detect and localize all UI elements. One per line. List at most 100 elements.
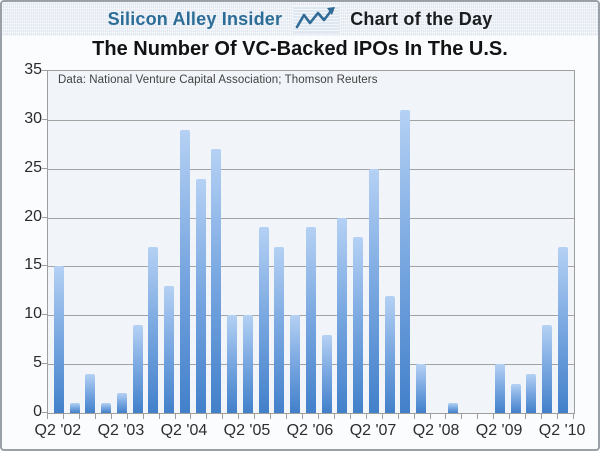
x-axis-tick bbox=[142, 414, 144, 419]
x-axis-tick bbox=[286, 414, 288, 419]
x-axis-tick bbox=[413, 414, 415, 419]
gridline bbox=[48, 119, 574, 121]
bar-q4-04 bbox=[211, 149, 222, 413]
bar-q4-09 bbox=[526, 373, 537, 413]
bar-q4-05 bbox=[274, 246, 285, 413]
bar-q3-05 bbox=[258, 227, 269, 413]
bar-q1-07 bbox=[353, 237, 364, 413]
x-axis-tick bbox=[333, 414, 335, 419]
bar-q3-09 bbox=[510, 383, 521, 413]
x-axis-label: Q2 '02 bbox=[34, 422, 82, 439]
x-axis-tick bbox=[365, 414, 367, 419]
x-axis-label: Q2 '08 bbox=[412, 422, 460, 439]
y-axis-label: 0 bbox=[33, 403, 42, 420]
bar-q3-06 bbox=[321, 334, 332, 413]
x-axis-tick bbox=[62, 414, 64, 419]
bar-q2-10 bbox=[557, 246, 568, 413]
bar-q1-05 bbox=[227, 315, 238, 413]
x-axis-label: Q2 '09 bbox=[475, 422, 523, 439]
x-axis-tick bbox=[429, 414, 431, 419]
line-chart-icon bbox=[293, 5, 340, 33]
x-axis-tick bbox=[238, 414, 240, 419]
y-axis-label: 10 bbox=[24, 305, 42, 323]
x-axis-tick bbox=[302, 414, 304, 419]
bar-q1-03 bbox=[101, 403, 112, 413]
bar-q2-05 bbox=[242, 315, 253, 413]
bar-q4-03 bbox=[148, 246, 159, 413]
source-note: Data: National Venture Capital Associati… bbox=[58, 74, 378, 86]
bar-q1-08 bbox=[416, 364, 427, 413]
x-axis-label: Q2 '05 bbox=[223, 422, 271, 439]
bar-q3-08 bbox=[447, 403, 458, 413]
x-axis-tick bbox=[254, 414, 256, 419]
x-axis-tick bbox=[557, 414, 559, 419]
y-axis-label: 25 bbox=[24, 158, 42, 176]
y-axis-tick bbox=[42, 412, 47, 413]
bar-q1-04 bbox=[164, 285, 175, 413]
x-axis-tick bbox=[94, 414, 96, 419]
x-axis-tick bbox=[381, 414, 383, 419]
bar-q2-09 bbox=[494, 364, 505, 413]
bar-q4-06 bbox=[337, 217, 348, 413]
x-axis-tick bbox=[493, 414, 495, 419]
y-axis-tick bbox=[42, 216, 47, 218]
x-axis-tick bbox=[445, 414, 447, 419]
plot-area bbox=[47, 70, 575, 414]
y-axis-tick bbox=[42, 265, 47, 267]
x-axis-tick bbox=[222, 414, 224, 419]
x-axis-tick bbox=[206, 414, 208, 419]
x-axis-tick bbox=[110, 414, 112, 419]
x-axis-tick bbox=[270, 414, 272, 419]
y-axis-tick bbox=[42, 363, 47, 365]
gridline bbox=[48, 168, 574, 170]
bar-q3-03 bbox=[132, 325, 143, 413]
chart-title: The Number Of VC-Backed IPOs In The U.S. bbox=[92, 38, 508, 60]
bar-q2-07 bbox=[368, 168, 379, 413]
bar-q2-03 bbox=[116, 393, 127, 413]
gridline bbox=[48, 217, 574, 219]
bar-q2-04 bbox=[179, 129, 190, 413]
y-axis-tick bbox=[42, 167, 47, 169]
x-axis-label: Q2 '06 bbox=[286, 422, 334, 439]
x-axis-tick bbox=[317, 414, 319, 419]
x-axis-label: Q2 '04 bbox=[160, 422, 208, 439]
x-axis-tick bbox=[525, 414, 527, 419]
x-axis-tick bbox=[541, 414, 543, 419]
y-axis-label: 35 bbox=[24, 61, 42, 78]
x-axis-tick bbox=[158, 414, 160, 419]
x-axis-tick bbox=[397, 414, 399, 419]
bar-q3-02 bbox=[69, 403, 80, 413]
x-axis-label: Q2 '10 bbox=[538, 422, 586, 439]
bar-q2-06 bbox=[305, 227, 316, 413]
bar-q2-02 bbox=[53, 266, 64, 413]
x-axis-tick bbox=[477, 414, 479, 419]
x-axis-label: Q2 '07 bbox=[349, 422, 397, 439]
y-axis-label: 20 bbox=[24, 207, 42, 225]
y-axis-tick bbox=[42, 118, 47, 120]
header-bar: Silicon Alley Insider Chart of the Day bbox=[2, 2, 598, 36]
y-axis-label: 30 bbox=[24, 109, 42, 127]
bar-q3-07 bbox=[384, 295, 395, 413]
x-axis-tick bbox=[573, 414, 574, 419]
x-axis-tick bbox=[461, 414, 463, 419]
x-axis-tick bbox=[349, 414, 351, 419]
bar-q1-10 bbox=[542, 325, 553, 413]
brand-text: Silicon Alley Insider bbox=[107, 8, 283, 29]
bar-q3-04 bbox=[195, 178, 206, 413]
bar-q1-06 bbox=[290, 315, 301, 413]
x-axis-tick bbox=[174, 414, 176, 419]
x-axis-tick bbox=[190, 414, 192, 419]
y-axis-label: 15 bbox=[24, 256, 42, 274]
bar-series bbox=[48, 71, 574, 413]
y-axis-tick bbox=[42, 314, 47, 316]
y-axis-label: 5 bbox=[33, 354, 42, 372]
x-axis-tick bbox=[509, 414, 511, 419]
bar-q4-02 bbox=[85, 373, 96, 413]
bar-q4-07 bbox=[400, 110, 411, 413]
x-axis-tick bbox=[126, 414, 128, 419]
x-axis-label: Q2 '03 bbox=[97, 422, 145, 439]
x-axis-tick bbox=[78, 414, 80, 419]
tagline-text: Chart of the Day bbox=[350, 8, 493, 29]
